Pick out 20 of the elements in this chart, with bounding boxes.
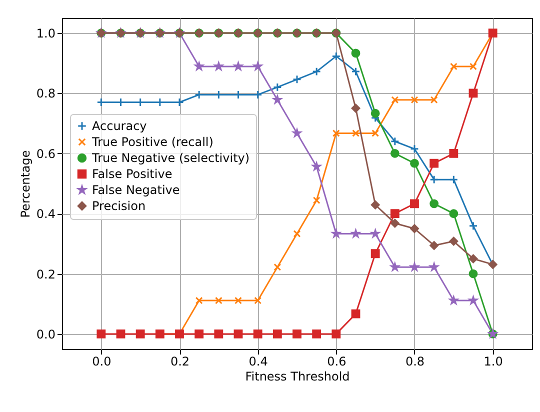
x-tick-label: 0.2: [170, 354, 190, 368]
x-tick-label: 0.8: [405, 354, 425, 368]
x-tick-label: 0.4: [248, 354, 268, 368]
legend-label: False Negative: [92, 182, 180, 197]
y-tick-label: 0.0: [36, 327, 56, 342]
legend-label: Precision: [92, 198, 146, 213]
y-tick-label: 1.0: [36, 26, 56, 41]
legend-label: True Positive (recall): [91, 134, 214, 149]
y-tick-label: 0.2: [36, 267, 56, 282]
legend-label: False Positive: [92, 166, 172, 181]
y-tick-label: 0.6: [36, 146, 56, 161]
legend-label: Accuracy: [92, 118, 147, 133]
y-tick-label: 0.4: [36, 207, 56, 222]
x-tick-label: 0.0: [92, 354, 112, 368]
legend-label: True Negative (selectivity): [91, 150, 250, 165]
x-tick-label: 0.6: [327, 354, 346, 368]
y-tick-label: 0.8: [36, 86, 56, 101]
y-axis-title: Percentage: [18, 150, 32, 218]
x-axis-title: Fitness Threshold: [245, 370, 350, 384]
x-tick-label: 1.0: [484, 354, 503, 368]
